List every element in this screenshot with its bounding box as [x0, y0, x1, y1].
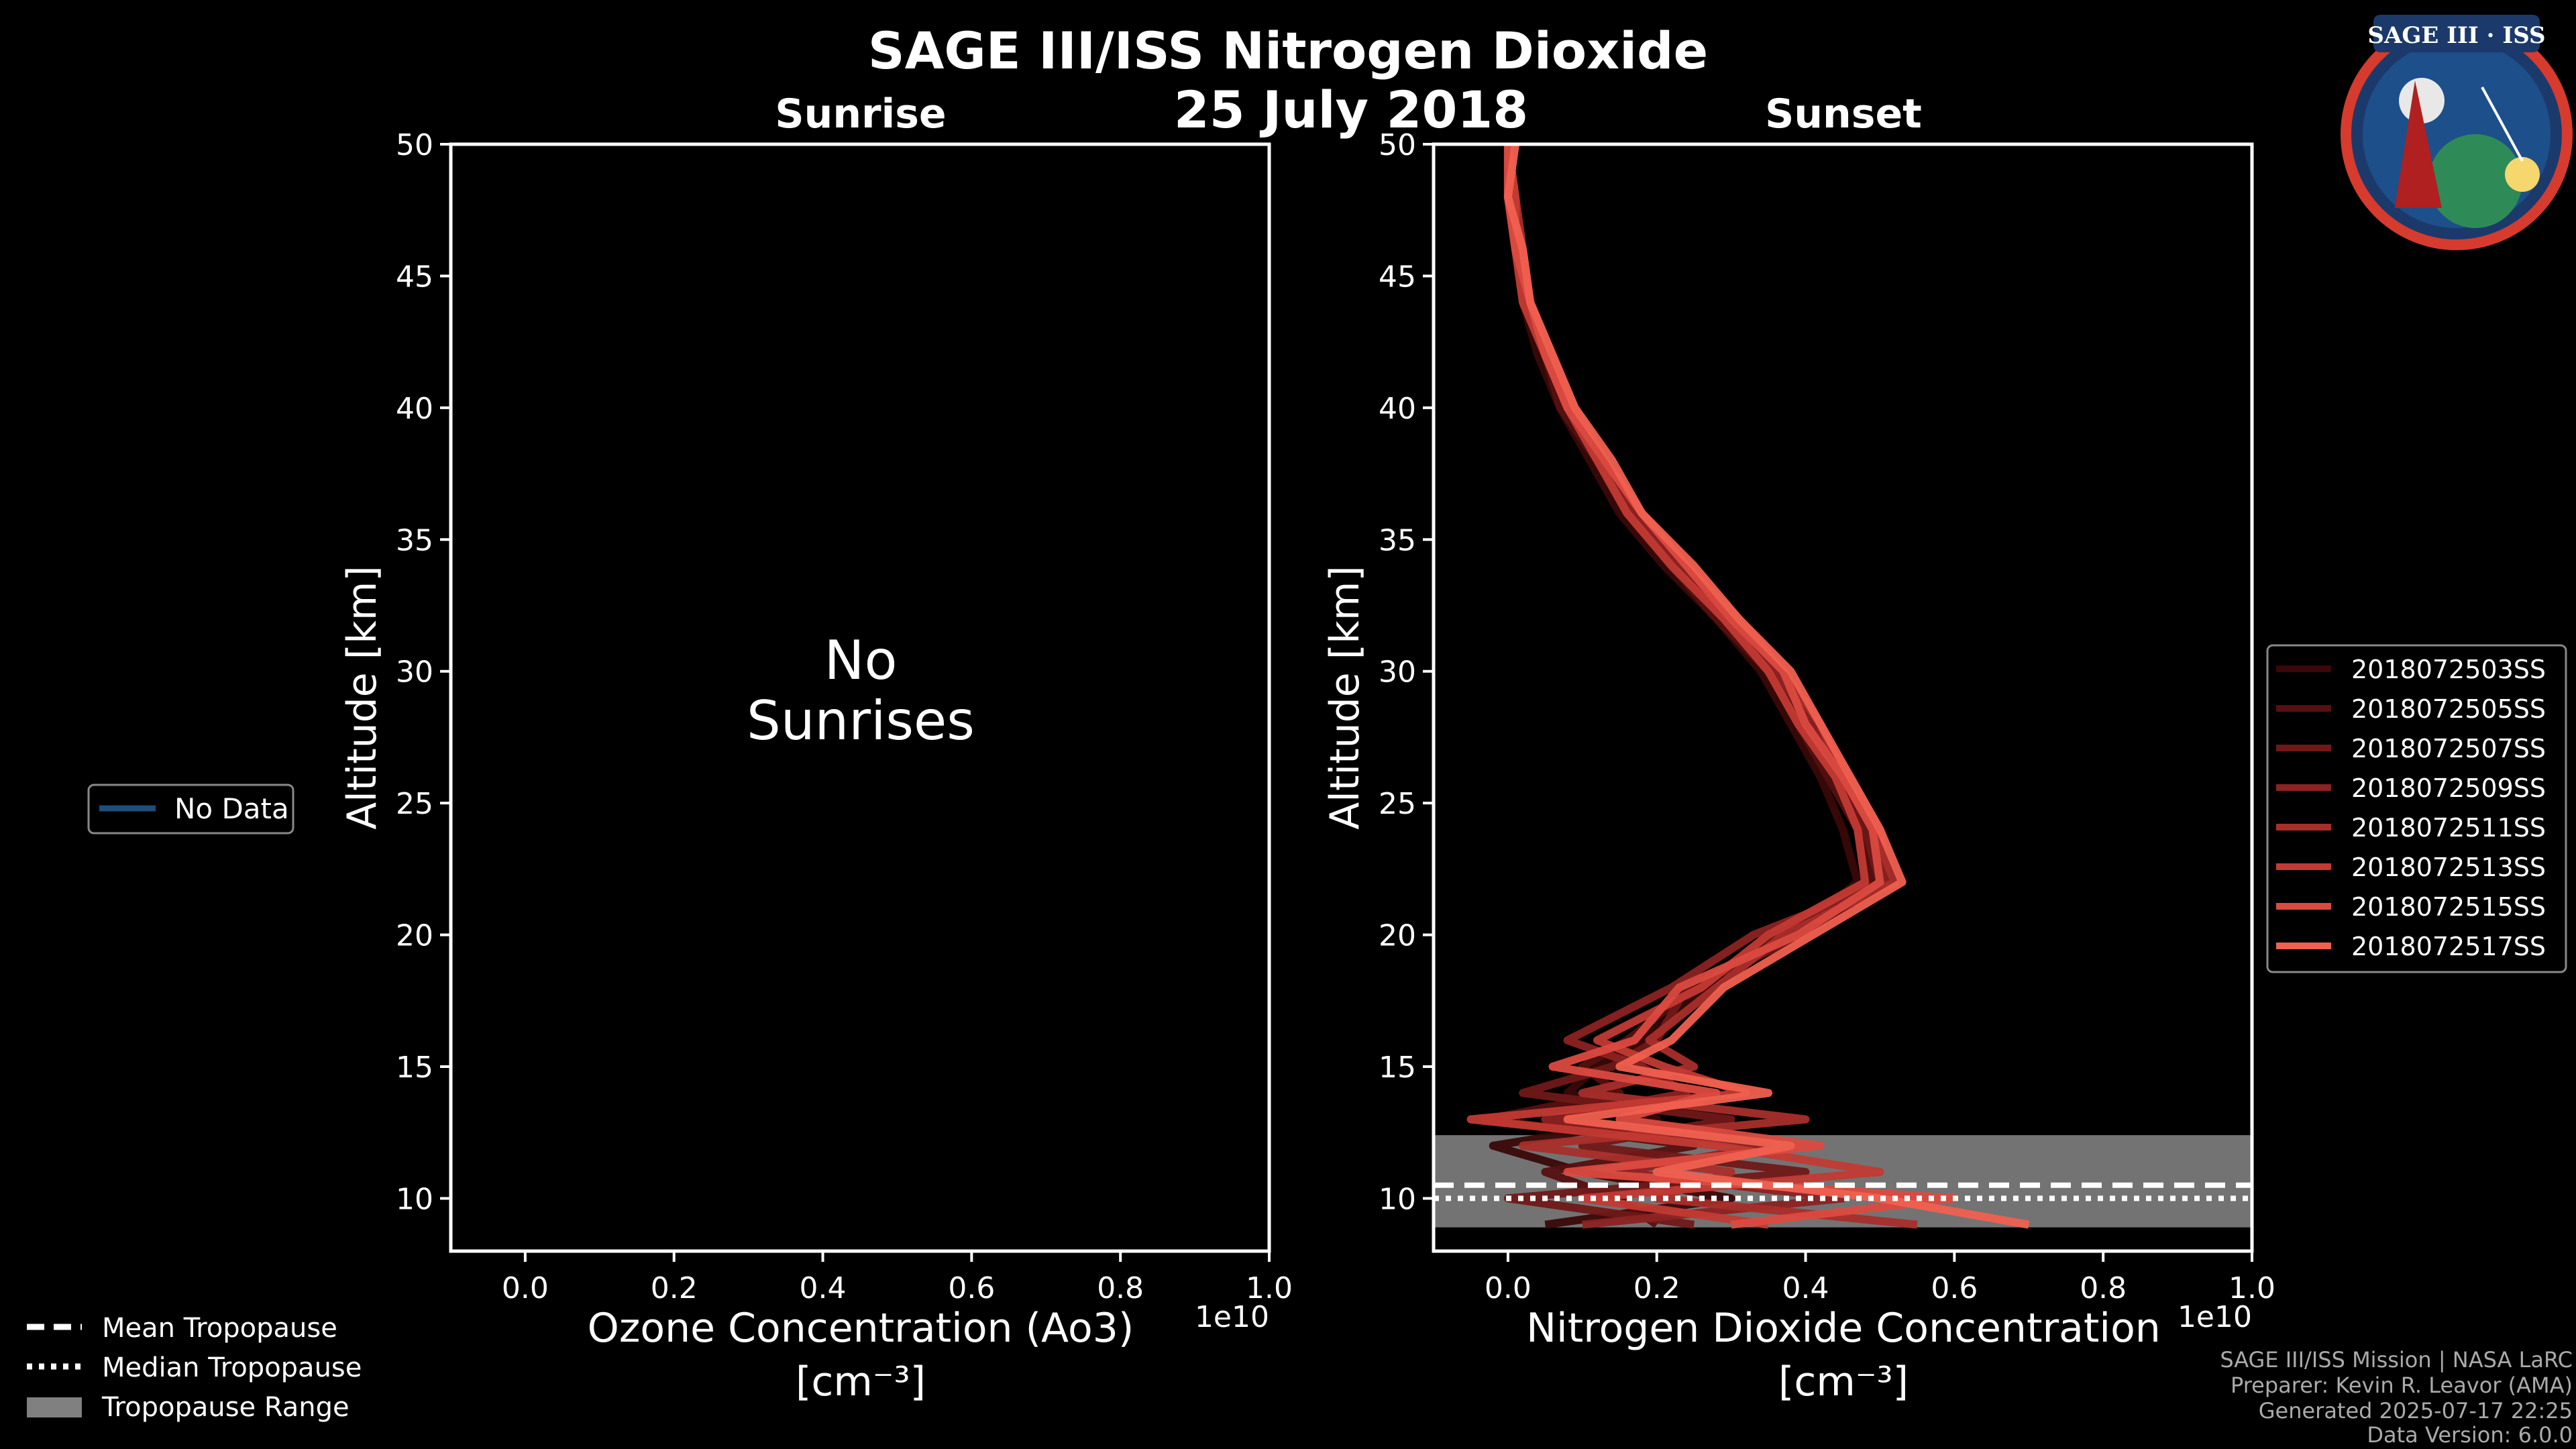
sunset-panel: 10 15 20 25 30 35 40 45 50 0.0 0.2 0.4 0.6 0.8 1.0 Ni… [1322, 128, 2275, 1405]
sage-iii-iss-logo-icon: SAGE III · ISS [2341, 15, 2573, 250]
tropopause-range-swatch [27, 1397, 82, 1417]
legend-label-2018072507SS: 2018072507SS [2351, 734, 2546, 763]
sunset-plot-frame [1432, 142, 2254, 1253]
tropopause-legend: Mean Tropopause Median Tropopause Tropop… [27, 1313, 362, 1423]
y-tick-label: 30 [396, 655, 433, 690]
y-tick-label: 25 [1379, 787, 1416, 821]
x-tick-label: 0.8 [2080, 1271, 2127, 1305]
y-tick-label: 15 [396, 1051, 433, 1085]
credit-preparer: Preparer: Kevin R. Leavor (AMA) [2231, 1373, 2573, 1398]
y-tick-label: 35 [1379, 523, 1416, 557]
figure-date: 25 July 2018 [1174, 80, 1528, 140]
sunset-profiles [1466, 144, 2030, 1229]
credit-mission: SAGE III/ISS Mission | NASA LaRC [2220, 1347, 2573, 1373]
sunset-legend: 2018072503SS 2018072505SS 2018072507SS 2018… [2266, 644, 2567, 973]
no-data-legend: No Data [87, 784, 294, 835]
legend-label-2018072515SS: 2018072515SS [2351, 892, 2546, 922]
x-tick-label: 0.4 [800, 1271, 847, 1305]
legend-label-2018072511SS: 2018072511SS [2351, 813, 2546, 843]
sunrise-y-axis-label: Altitude [km] [339, 566, 386, 830]
credit-generated: Generated 2025-07-17 22:25 [2259, 1398, 2573, 1424]
x-tick-label: 1.0 [1246, 1271, 1293, 1305]
x-tick-label: 0.2 [651, 1271, 698, 1305]
sunset-y-ticks: 10 15 20 25 30 35 40 45 50 [1379, 128, 1434, 1216]
y-tick-label: 40 [396, 392, 433, 426]
x-tick-label: 0.0 [502, 1271, 549, 1305]
sunrise-x-axis-label: Ozone Concentration (Ao3) [588, 1305, 1134, 1352]
sunset-x-ticks: 0.0 0.2 0.4 0.6 0.8 1.0 [1485, 1251, 2275, 1305]
sunrise-panel: 10 15 20 25 30 35 40 45 50 0.0 0.2 0.4 0.6 0.8 1.0 No… [339, 128, 1293, 1405]
sunrise-no-data-line-1: No [824, 629, 898, 692]
sunset-x-multiplier: 1e10 [2178, 1300, 2252, 1334]
x-tick-label: 0.6 [948, 1271, 995, 1305]
y-tick-label: 40 [1379, 392, 1416, 426]
profile-2018072503SS [1489, 144, 1862, 1229]
sunrise-x-axis-unit: [cm⁻³] [796, 1358, 926, 1405]
profile-2018072517SS [1503, 144, 2030, 1229]
x-tick-label: 0.4 [1782, 1271, 1829, 1305]
y-tick-label: 10 [396, 1182, 433, 1216]
legend-label-2018072505SS: 2018072505SS [2351, 694, 2546, 724]
profile-2018072515SS [1503, 144, 1959, 1229]
x-tick-label: 0.8 [1097, 1271, 1144, 1305]
figure-title: SAGE III/ISS Nitrogen Dioxide [868, 21, 1708, 80]
y-tick-label: 50 [396, 128, 433, 162]
mean-tropopause-label: Mean Tropopause [102, 1313, 337, 1344]
sunrise-plot-area [449, 142, 1271, 1253]
sunset-y-axis-label: Altitude [km] [1322, 566, 1368, 830]
x-tick-label: 1.0 [2229, 1271, 2275, 1305]
x-tick-label: 0.0 [1485, 1271, 1532, 1305]
sunset-x-axis-label: Nitrogen Dioxide Concentration [1526, 1305, 2161, 1352]
logo-text: SAGE III · ISS [2367, 22, 2545, 49]
y-tick-label: 10 [1379, 1182, 1416, 1216]
legend-label-2018072503SS: 2018072503SS [2351, 655, 2546, 684]
y-tick-label: 35 [396, 523, 433, 557]
sunrise-x-multiplier: 1e10 [1195, 1300, 1269, 1334]
y-tick-label: 45 [396, 260, 433, 294]
legend-label-2018072513SS: 2018072513SS [2351, 853, 2546, 882]
sunset-panel-title: Sunset [1765, 91, 1922, 138]
sunrise-panel-title: Sunrise [775, 91, 946, 138]
y-tick-label: 45 [1379, 260, 1416, 294]
credits: SAGE III/ISS Mission | NASA LaRC Prepare… [2220, 1347, 2573, 1448]
y-tick-label: 20 [396, 919, 433, 953]
x-tick-label: 0.6 [1931, 1271, 1978, 1305]
sunrise-no-data-line-2: Sunrises [747, 690, 975, 752]
median-tropopause-label: Median Tropopause [102, 1352, 362, 1383]
y-tick-label: 50 [1379, 128, 1416, 162]
y-tick-label: 15 [1379, 1051, 1416, 1085]
sunset-x-axis-unit: [cm⁻³] [1778, 1358, 1909, 1405]
y-tick-label: 25 [396, 787, 433, 821]
no-data-legend-label: No Data [174, 792, 289, 825]
legend-label-2018072517SS: 2018072517SS [2351, 932, 2546, 961]
sunrise-x-ticks: 0.0 0.2 0.4 0.6 0.8 1.0 [502, 1251, 1293, 1305]
sunrise-y-ticks: 10 15 20 25 30 35 40 45 50 [396, 128, 451, 1216]
tropopause-range-label: Tropopause Range [101, 1392, 350, 1423]
credit-version: Data Version: 6.0.0 [2367, 1422, 2573, 1448]
y-tick-label: 20 [1379, 919, 1416, 953]
x-tick-label: 0.2 [1633, 1271, 1680, 1305]
y-tick-label: 30 [1379, 655, 1416, 690]
tropopause-lines [1434, 1182, 2252, 1201]
legend-label-2018072509SS: 2018072509SS [2351, 773, 2546, 803]
